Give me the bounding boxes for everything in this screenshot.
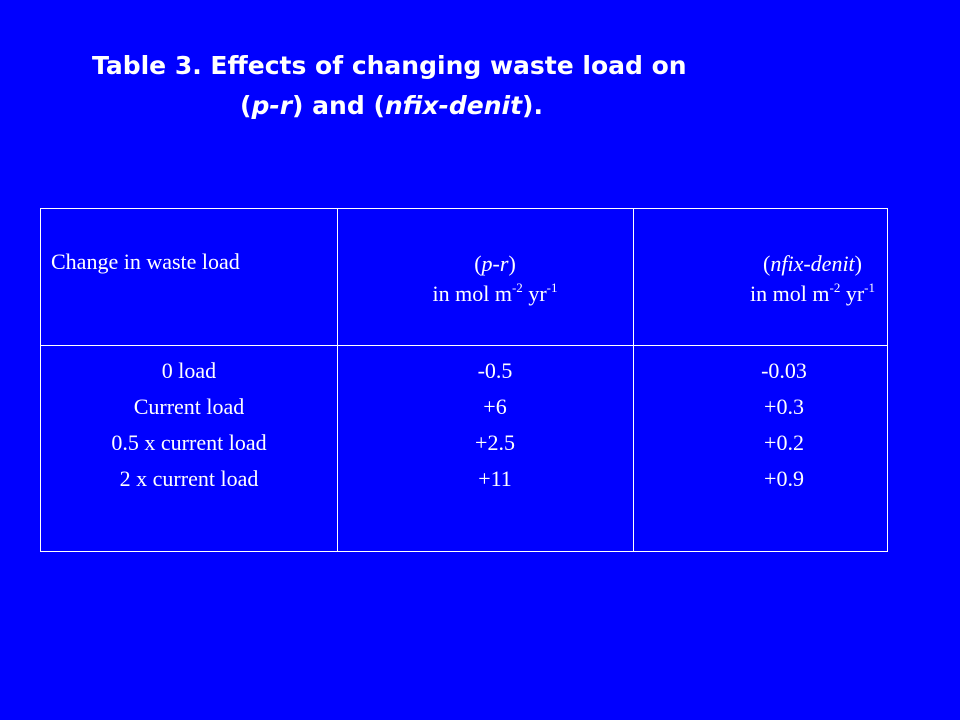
nfix-cell: +0.3 bbox=[764, 394, 804, 419]
column-divider-1 bbox=[337, 209, 338, 551]
header-pr-label: (p-r) bbox=[433, 249, 558, 279]
nfix-cell: -0.03 bbox=[761, 358, 807, 383]
nfix-cell: +0.2 bbox=[764, 430, 804, 455]
header-pr-units: in mol m-2 yr-1 bbox=[433, 279, 558, 309]
header-nfix-units: in mol m-2 yr-1 bbox=[750, 279, 875, 309]
title-and-text: ) and ( bbox=[292, 91, 385, 120]
slide-title: Table 3. Effects of changing waste load … bbox=[0, 0, 960, 140]
load-column: 0 load Current load 0.5 x current load 2… bbox=[41, 356, 337, 500]
header-nfix-unit-exp2: -1 bbox=[864, 280, 875, 295]
title-line-2: (p-r) and (nfix-denit). bbox=[240, 89, 543, 123]
title-line-1: Table 3. Effects of changing waste load … bbox=[92, 51, 687, 80]
pr-cell: -0.5 bbox=[477, 358, 513, 383]
pr-cell: +6 bbox=[483, 394, 507, 419]
header-nfix-var: nfix-denit bbox=[770, 251, 855, 276]
load-cell: 0 load bbox=[161, 358, 217, 383]
title-nfix-term: nfix-denit bbox=[384, 91, 523, 120]
header-nfix-open: ( bbox=[763, 251, 771, 276]
title-paren-open: ( bbox=[240, 91, 252, 120]
header-pr-unit-a: in mol m bbox=[432, 281, 512, 306]
results-table: Change in waste load (p-r) in mol m-2 yr… bbox=[40, 208, 888, 552]
pr-cell: +11 bbox=[478, 466, 512, 491]
header-change-in-waste-load: Change in waste load bbox=[51, 249, 240, 274]
nfix-cell: +0.9 bbox=[764, 466, 804, 491]
header-nfix-unit-a: in mol m bbox=[750, 281, 830, 306]
header-nfix-denit: (nfix-denit) in mol m-2 yr-1 bbox=[633, 249, 889, 309]
header-nfix-unit-b: yr bbox=[840, 281, 865, 306]
header-pr-close: ) bbox=[508, 251, 516, 276]
header-pr-open: ( bbox=[474, 251, 482, 276]
header-pr-var: p-r bbox=[481, 251, 509, 276]
nfix-column: -0.03 +0.3 +0.2 +0.9 bbox=[633, 356, 889, 500]
title-paren-close: ). bbox=[522, 91, 543, 120]
header-nfix-close: ) bbox=[854, 251, 862, 276]
load-cell: Current load bbox=[133, 394, 245, 419]
title-pr-term: p-r bbox=[251, 91, 293, 120]
header-nfix-unit-exp1: -2 bbox=[829, 280, 841, 295]
pr-cell: +2.5 bbox=[475, 430, 515, 455]
header-pr-unit-exp2: -1 bbox=[546, 280, 558, 295]
column-divider-2 bbox=[633, 209, 634, 551]
pr-column: -0.5 +6 +2.5 +11 bbox=[337, 356, 633, 500]
header-nfix-label: (nfix-denit) bbox=[750, 249, 875, 279]
header-pr: (p-r) in mol m-2 yr-1 bbox=[337, 249, 633, 309]
header-pr-unit-b: yr bbox=[522, 281, 547, 306]
load-cell: 0.5 x current load bbox=[111, 430, 267, 455]
header-pr-unit-exp1: -2 bbox=[511, 280, 523, 295]
load-cell: 2 x current load bbox=[119, 466, 259, 491]
header-divider bbox=[41, 345, 887, 346]
